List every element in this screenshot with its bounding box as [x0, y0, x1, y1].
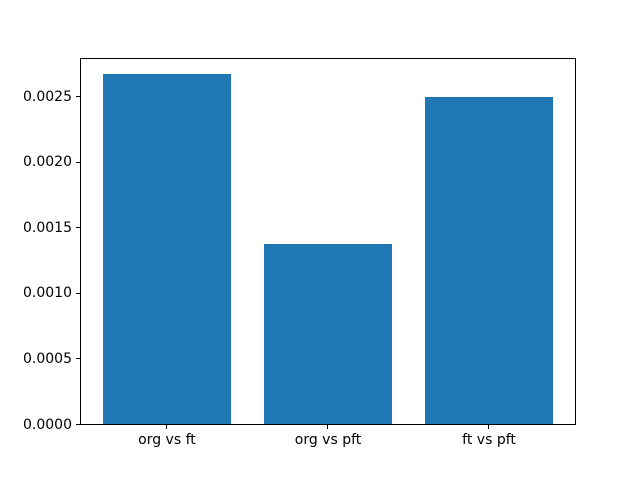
x-tick-label: ft vs pft — [462, 432, 516, 448]
bar-ft-vs-pft — [424, 97, 554, 424]
x-tick-mark — [327, 425, 328, 429]
y-tick-label: 0.0025 — [23, 88, 72, 105]
y-tick-label: 0.0020 — [23, 154, 72, 171]
y-tick-label: 0.0000 — [23, 416, 72, 433]
x-tick-label: org vs pft — [294, 432, 362, 448]
x-tick-label: org vs ft — [138, 432, 196, 448]
bar-org-vs-pft — [263, 243, 393, 424]
y-tick-mark — [76, 292, 80, 294]
bar-org-vs-ft — [102, 73, 232, 424]
plot-area — [80, 58, 576, 425]
y-tick-mark — [76, 424, 80, 425]
y-tick-mark — [76, 96, 80, 98]
x-tick-mark — [488, 425, 490, 429]
y-tick-label: 0.0010 — [23, 285, 72, 302]
y-tick-label: 0.0015 — [23, 219, 72, 236]
y-tick-mark — [76, 161, 80, 163]
y-tick-label: 0.0005 — [23, 350, 72, 367]
y-tick-mark — [76, 227, 80, 229]
x-tick-mark — [165, 425, 167, 429]
y-tick-mark — [76, 358, 80, 360]
